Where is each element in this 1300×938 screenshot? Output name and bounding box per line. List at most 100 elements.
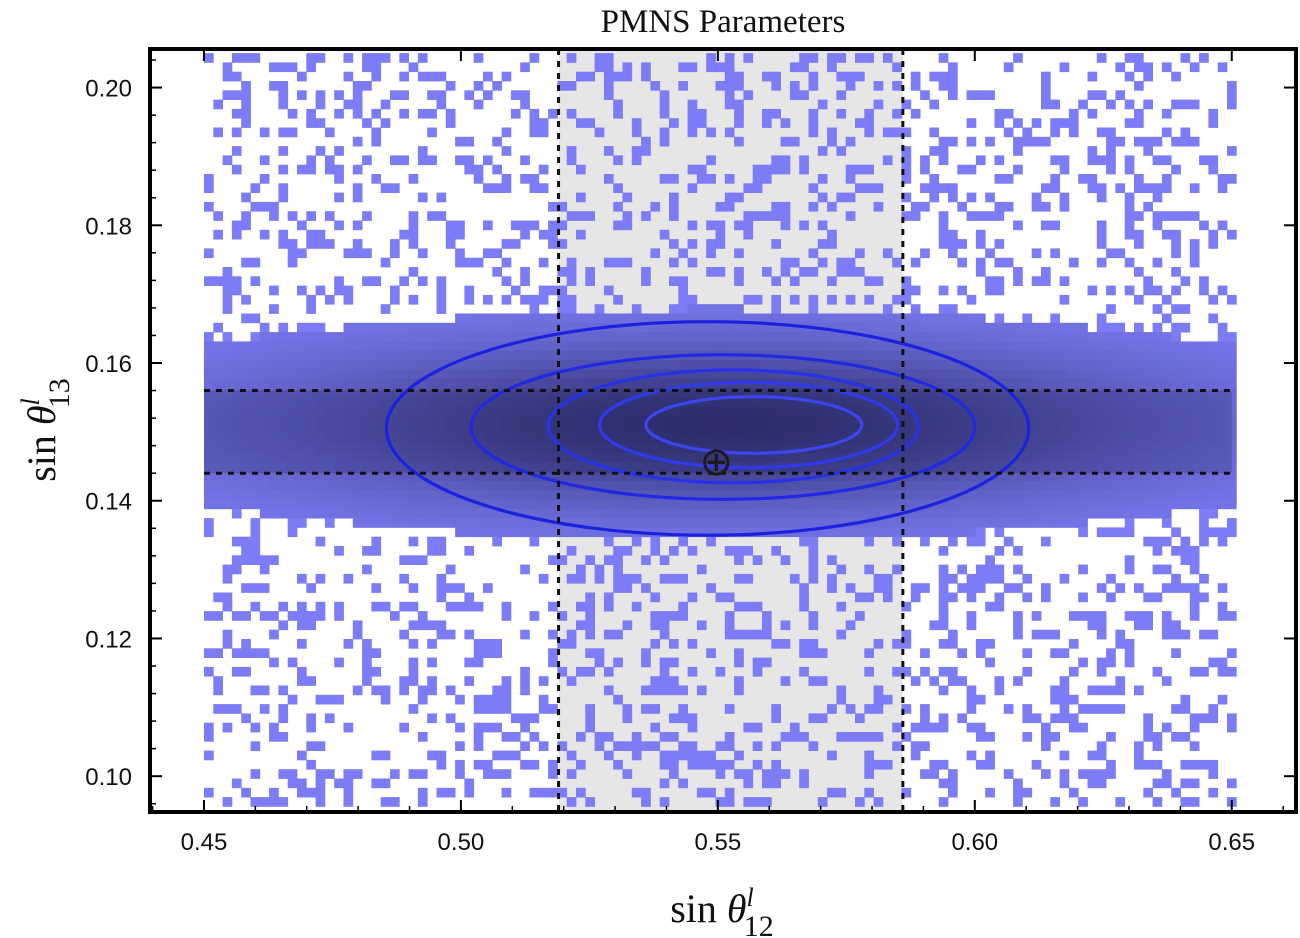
density-cell	[241, 490, 251, 500]
density-cell	[1068, 787, 1079, 798]
density-cell	[352, 90, 363, 100]
density-cell	[1161, 583, 1172, 593]
density-cell	[548, 787, 558, 798]
density-cell	[259, 443, 270, 454]
density-cell	[752, 443, 763, 454]
density-cell	[659, 490, 670, 500]
density-cell	[1022, 713, 1033, 724]
density-cell	[1227, 518, 1237, 528]
density-cell	[864, 508, 874, 519]
density-cell	[306, 611, 316, 621]
density-cell	[762, 406, 772, 417]
density-cell	[427, 350, 437, 361]
density-cell	[408, 378, 419, 389]
contour-line	[469, 353, 977, 501]
density-cell	[910, 397, 921, 407]
density-cell	[734, 267, 744, 277]
density-cell	[306, 490, 316, 500]
density-cell	[1003, 201, 1014, 212]
density-cell	[1189, 341, 1200, 352]
density-cell	[408, 434, 419, 445]
density-cell	[938, 546, 949, 556]
density-cell	[855, 508, 865, 519]
density-cell	[427, 397, 437, 407]
density-cell	[1161, 676, 1172, 686]
density-cell	[715, 490, 726, 500]
density-cell	[994, 350, 1005, 361]
density-cell	[1096, 155, 1107, 166]
density-cell	[864, 294, 874, 305]
density-cell	[873, 759, 884, 770]
density-cell	[1189, 453, 1200, 463]
density-cell	[529, 183, 540, 193]
density-cell	[1068, 108, 1079, 119]
density-cell	[1227, 229, 1237, 240]
density-cell	[501, 750, 512, 761]
density-cell	[1143, 499, 1153, 510]
density-cell	[1180, 406, 1191, 417]
density-cell	[808, 480, 819, 491]
density-cell	[771, 759, 781, 770]
density-cell	[724, 387, 735, 398]
density-cell	[306, 322, 316, 333]
density-cell	[1152, 136, 1163, 147]
density-cell	[892, 378, 902, 389]
density-cell	[1059, 443, 1070, 454]
density-cell	[836, 53, 847, 63]
density-cell	[1106, 164, 1116, 175]
density-cell	[622, 546, 633, 556]
density-cell	[966, 592, 977, 603]
density-cell	[669, 657, 679, 668]
density-cell	[343, 387, 354, 398]
density-cell	[315, 694, 326, 705]
density-cell	[548, 704, 558, 714]
density-cell	[771, 704, 781, 714]
density-cell	[1106, 127, 1116, 138]
density-cell	[975, 573, 986, 584]
density-cell	[975, 434, 986, 445]
density-cell	[603, 555, 614, 565]
density-cell	[436, 332, 447, 342]
density-cell	[975, 732, 986, 742]
density-cell	[250, 453, 261, 463]
density-cell	[1059, 192, 1070, 203]
density-cell	[994, 387, 1005, 398]
density-cell	[985, 508, 995, 519]
density-cell	[538, 434, 549, 445]
density-cell	[715, 397, 726, 407]
density-cell	[334, 192, 344, 203]
density-cell	[910, 490, 921, 500]
density-cell	[1143, 341, 1153, 352]
density-cell	[473, 759, 484, 770]
density-cell	[882, 759, 893, 770]
density-cell	[864, 750, 874, 761]
density-cell	[1171, 248, 1181, 259]
density-cell	[966, 685, 977, 696]
density-cell	[771, 499, 781, 510]
density-cell	[1152, 732, 1163, 742]
density-cell	[938, 378, 949, 389]
density-cell	[1134, 239, 1144, 249]
density-cell	[631, 360, 642, 370]
density-cell	[269, 201, 279, 212]
x-tick-label: 0.50	[438, 829, 485, 856]
density-cell	[213, 611, 223, 621]
density-cell	[1087, 443, 1098, 454]
density-cell	[343, 332, 354, 342]
density-cell	[845, 136, 856, 147]
density-cell	[1087, 425, 1098, 435]
density-cell	[1152, 341, 1163, 352]
density-cell	[1078, 350, 1088, 361]
density-cell	[762, 108, 772, 119]
density-cell	[1124, 332, 1135, 342]
density-cell	[241, 108, 251, 119]
density-cell	[817, 360, 828, 370]
density-cell	[417, 415, 428, 426]
density-cell	[483, 499, 493, 510]
density-cell	[938, 722, 949, 733]
density-cell	[1013, 146, 1023, 156]
density-cell	[250, 369, 261, 379]
density-cell	[417, 276, 428, 286]
density-cell	[259, 471, 270, 482]
density-cell	[1171, 415, 1181, 426]
